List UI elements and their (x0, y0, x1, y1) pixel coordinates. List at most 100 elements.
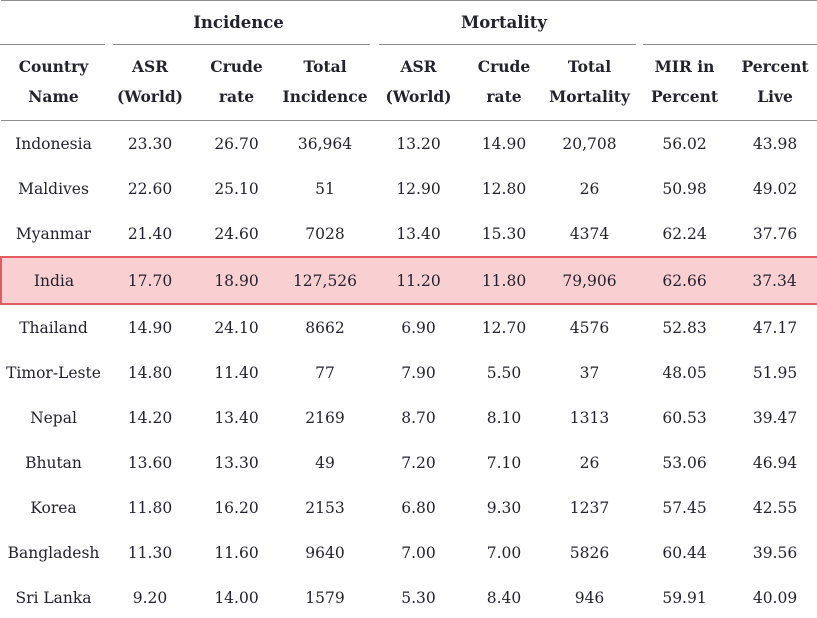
value-cell: 50.98 (662, 179, 707, 198)
value-cell: 9.20 (132, 588, 168, 607)
value-cell: 14.90 (127, 318, 173, 337)
group-header-empty (1, 1, 106, 45)
value-cell: 43.98 (752, 134, 798, 153)
value-cell: 8.70 (401, 408, 436, 427)
column-header-crude-incidence: Crude rate (194, 44, 279, 121)
table-row: Timor-Leste 14.80 11.40 77 7.90 5.50 37 48.05 51… (1, 350, 817, 395)
value-cell: 7028 (305, 224, 345, 243)
value-cell: 14.80 (127, 363, 173, 382)
value-cell: 52.83 (662, 318, 707, 337)
value-cell: 13.60 (127, 453, 173, 472)
value-cell: 1313 (569, 408, 610, 427)
value-cell: 79,906 (542, 256, 638, 305)
value-cell: 18.90 (194, 256, 279, 305)
value-cell: 26 (579, 453, 600, 472)
value-cell: 62.66 (637, 256, 733, 305)
value-cell: 8662 (305, 318, 345, 337)
value-cell: 11.20 (371, 256, 466, 305)
column-header-line: Percent (651, 87, 719, 106)
column-header-line: Total (303, 57, 347, 76)
table-body: Indonesia 23.30 26.70 36,964 13.20 14.90 20,70… (0, 121, 817, 618)
value-cell: 8.10 (486, 408, 522, 427)
table-row: Bangladesh 11.30 11.60 9640 7.00 7.00 5826 60.4… (1, 530, 817, 575)
rule-country (0, 44, 105, 45)
column-header-line: Mortality (549, 87, 630, 106)
country-cell: Myanmar (15, 224, 92, 243)
column-header-percent-live: Percent Live (732, 44, 817, 121)
group-header-incidence: Incidence (193, 13, 284, 32)
value-cell: 7.90 (401, 363, 436, 382)
value-cell: 9640 (305, 543, 345, 562)
value-cell: 946 (574, 588, 605, 607)
value-cell: 11.60 (214, 543, 259, 562)
value-cell: 23.30 (127, 134, 173, 153)
value-cell: 39.56 (752, 543, 798, 562)
column-header-line: (World) (385, 87, 452, 106)
column-header-row: Country Name ASR (World) Crude rate Tota… (1, 44, 817, 121)
column-header-line: Crude (477, 57, 531, 76)
table-header: Incidence Mortality Country Name ASR (Wo… (1, 1, 817, 121)
country-cell: Nepal (30, 408, 77, 427)
column-header-line: ASR (131, 57, 169, 76)
value-cell: 21.40 (127, 224, 173, 243)
value-cell: 13.40 (214, 408, 259, 427)
value-cell: 60.53 (662, 408, 707, 427)
column-header-country: Country Name (1, 44, 106, 121)
value-cell: 7.00 (401, 543, 436, 562)
value-cell: 4374 (569, 224, 610, 243)
value-cell: 37 (579, 363, 600, 382)
table-row: Maldives 22.60 25.10 51 12.90 12.80 26 50.98 49.… (1, 166, 817, 211)
table-row: Thailand 14.90 24.10 8662 6.90 12.70 4576 52.83… (1, 304, 817, 350)
value-cell: 46.94 (752, 453, 798, 472)
value-cell: 13.30 (214, 453, 259, 472)
value-cell: 47.17 (752, 318, 798, 337)
value-cell: 62.24 (662, 224, 707, 243)
value-cell: 24.60 (214, 224, 259, 243)
value-cell: 11.30 (127, 543, 173, 562)
value-cell: 11.80 (127, 498, 173, 517)
value-cell: 77 (315, 363, 335, 382)
value-cell: 42.55 (752, 498, 798, 517)
value-cell: 14.00 (214, 588, 259, 607)
rule-incidence-group (113, 44, 370, 45)
value-cell: 5.30 (401, 588, 436, 607)
value-cell: 53.06 (662, 453, 707, 472)
value-cell: 25.10 (214, 179, 259, 198)
column-header-mir: MIR in Percent (637, 44, 733, 121)
value-cell: 20,708 (562, 134, 617, 153)
value-cell: 7.20 (401, 453, 436, 472)
value-cell: 6.90 (401, 318, 436, 337)
table-row: India 17.70 18.90 127,526 11.20 11.80 79,906 62… (0, 256, 817, 305)
column-header-line: Country (18, 57, 89, 76)
table-row: Korea 11.80 16.20 2153 6.80 9.30 1237 57.45 42.5… (1, 485, 817, 530)
value-cell: 24.10 (214, 318, 259, 337)
value-cell: 1579 (305, 588, 345, 607)
column-header-line: rate (486, 87, 522, 106)
value-cell: 8.40 (486, 588, 522, 607)
value-cell: 7.00 (486, 543, 522, 562)
column-header-line: Incidence (282, 87, 368, 106)
value-cell: 13.20 (396, 134, 441, 153)
table-row: Sri Lanka 9.20 14.00 1579 5.30 8.40 946 59.91 40… (1, 575, 817, 618)
value-cell: 59.91 (662, 588, 707, 607)
value-cell: 12.80 (481, 179, 527, 198)
column-header-line: ASR (400, 57, 437, 76)
table-row: Bhutan 13.60 13.30 49 7.20 7.10 26 53.06 46.94 (1, 440, 817, 485)
value-cell: 22.60 (127, 179, 173, 198)
value-cell: 5826 (569, 543, 610, 562)
value-cell: 37.34 (732, 256, 817, 305)
value-cell: 37.76 (752, 224, 798, 243)
country-cell: Maldives (18, 179, 89, 198)
column-header-line: Crude (210, 57, 263, 76)
value-cell: 56.02 (662, 134, 707, 153)
table-row: Nepal 14.20 13.40 2169 8.70 8.10 1313 60.53 39.4… (1, 395, 817, 440)
value-cell: 57.45 (662, 498, 707, 517)
value-cell: 127,526 (279, 256, 371, 305)
value-cell: 36,964 (297, 134, 353, 153)
value-cell: 49.02 (752, 179, 798, 198)
value-cell: 7.10 (486, 453, 522, 472)
value-cell: 26 (579, 179, 600, 198)
value-cell: 2153 (305, 498, 345, 517)
